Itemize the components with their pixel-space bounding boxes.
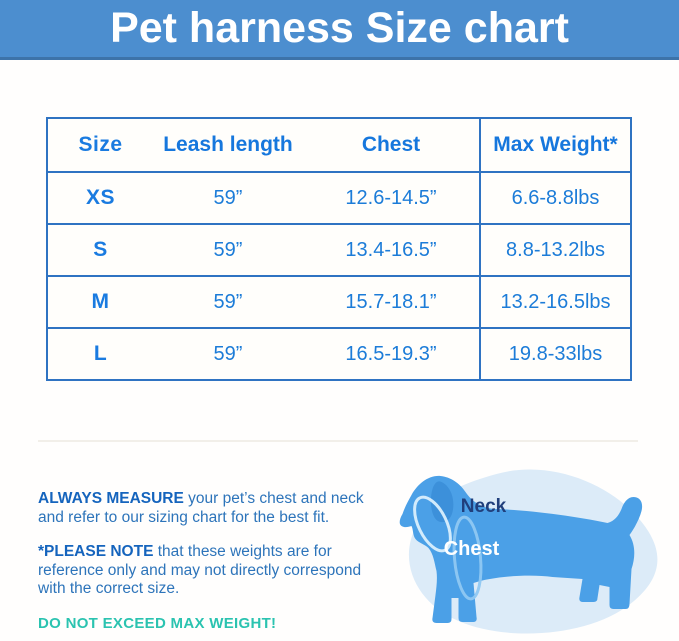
column-header-chest: Chest [361,133,421,156]
note-please-note-text: that these weights are for reference onl… [38,543,362,597]
note-max-weight-warning-text: DO NOT EXCEED MAX WEIGHT! [38,614,277,632]
table-row-l-weight: 19.8-33lbs [479,327,630,379]
column-header-leash-length: Leash length [163,133,293,156]
note-max-weight-warning: DO NOT EXCEED MAX WEIGHT! [38,615,386,634]
note-always-measure-lead: ALWAYS MEASURE [38,490,184,507]
note-always-measure: ALWAYS MEASURE your pet’s chest and neck… [38,490,386,527]
table-row-m-leash: 59” [153,275,303,327]
table-row-l-chest: 16.5-19.3” [303,327,479,379]
dog-ear-shape [430,481,454,523]
note-please-note: *PLEASE NOTE that these weights are for … [38,543,386,599]
table-row-xs-size: XS [48,171,153,223]
notes-section: ALWAYS MEASURE your pet’s chest and neck… [38,490,386,633]
table-row-l-size: L [48,327,153,379]
table-row-s-size: S [48,223,153,275]
note-please-note-lead: *PLEASE NOTE [38,543,154,560]
table-row-xs-weight: 6.6-8.8lbs [479,171,630,223]
section-divider [38,440,638,442]
chest-label: Chest [444,538,500,560]
table-row-xs-leash: 59” [153,171,303,223]
table-row-s-chest: 13.4-16.5” [303,223,479,275]
title-bar: Pet harness Size chart [0,0,679,60]
dog-measurement-illustration: Neck Chest [378,456,679,641]
table-row-xs-chest: 12.6-14.5” [303,171,479,223]
neck-label: Neck [461,496,507,517]
table-row-s-leash: 59” [153,223,303,275]
column-header-max-weight: Max Weight* [479,119,630,171]
table-row-m-chest: 15.7-18.1” [303,275,479,327]
neck-measure-band [413,495,452,553]
table-row-m-weight: 13.2-16.5lbs [479,275,630,327]
note-always-measure-text: your pet’s chest and neck and refer to o… [38,490,364,526]
column-header-size: Size [78,133,123,156]
table-row-l-leash: 59” [153,327,303,379]
size-table: Size Leash length Chest Max Weight* XS 5… [46,117,632,381]
table-row-m-size: M [48,275,153,327]
page-title: Pet harness Size chart [110,4,569,52]
chest-measure-band [452,515,483,601]
table-row-s-weight: 8.8-13.2lbs [479,223,630,275]
